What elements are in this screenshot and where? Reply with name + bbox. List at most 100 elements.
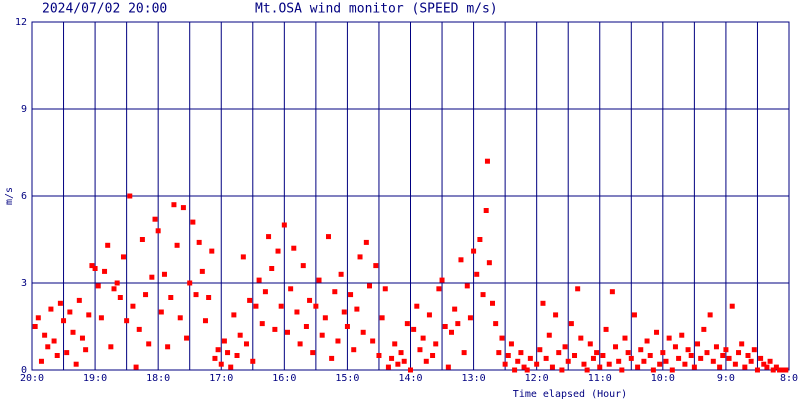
point [423, 358, 429, 364]
point [256, 277, 262, 283]
point [455, 321, 461, 327]
point [373, 263, 379, 269]
x-tick-label: 9:0 [717, 373, 735, 384]
point [171, 202, 177, 208]
point [534, 361, 540, 367]
y-tick-label: 3 [21, 278, 27, 289]
point [165, 344, 171, 350]
point [512, 367, 518, 373]
point [67, 309, 73, 315]
point [38, 358, 44, 364]
point [98, 315, 104, 321]
point [568, 321, 574, 327]
x-tick-label: 19:0 [83, 373, 107, 384]
point [505, 353, 511, 358]
point [307, 297, 313, 303]
point [83, 347, 89, 353]
point [269, 266, 275, 271]
point [704, 350, 710, 356]
point [540, 300, 546, 306]
x-tick-label: 18:0 [146, 373, 170, 384]
x-tick-label: 11:0 [588, 373, 612, 384]
point [124, 318, 130, 324]
point [663, 358, 669, 364]
point [484, 158, 490, 164]
y-tick-label: 12 [15, 17, 27, 28]
point [474, 271, 480, 277]
point [480, 292, 486, 298]
point [483, 208, 489, 213]
point [86, 312, 92, 318]
point [187, 280, 193, 286]
y-tick-label: 6 [21, 191, 27, 202]
point [439, 277, 445, 283]
point [247, 297, 253, 303]
point [303, 324, 309, 329]
point [284, 329, 290, 335]
point [635, 364, 641, 370]
x-tick-label: 8:0 [780, 373, 798, 384]
point [332, 289, 338, 295]
chart-subtitle: Mt.OSA wind monitor (SPEED m/s) [255, 2, 498, 17]
point [35, 315, 41, 321]
point [70, 329, 76, 335]
point [622, 335, 628, 341]
point [458, 257, 464, 263]
point [745, 353, 751, 358]
point [780, 367, 786, 373]
point [190, 219, 196, 225]
point [619, 367, 625, 373]
point [600, 353, 606, 358]
point [657, 361, 663, 367]
point [143, 292, 149, 298]
point [127, 193, 133, 199]
point [565, 358, 571, 364]
point [647, 353, 653, 358]
x-tick-label: 10:0 [651, 373, 675, 384]
point [613, 344, 619, 350]
point [449, 329, 455, 335]
point [376, 353, 382, 358]
point [761, 361, 767, 367]
x-tick-label: 17:0 [209, 373, 233, 384]
point [590, 355, 596, 361]
point [149, 274, 155, 280]
point [228, 364, 234, 370]
point [379, 315, 385, 321]
point [641, 358, 647, 364]
point [357, 254, 363, 260]
point [278, 303, 284, 309]
point [508, 341, 514, 347]
point [209, 248, 215, 254]
point [436, 286, 442, 292]
point [231, 312, 237, 318]
point [108, 344, 114, 350]
point [490, 300, 496, 306]
x-tick-label: 16:0 [272, 373, 296, 384]
point [767, 358, 773, 364]
point [496, 350, 502, 356]
x-axis-label: Time elapsed (Hour) [513, 389, 627, 400]
point [89, 263, 95, 269]
point [146, 341, 152, 347]
point [316, 277, 322, 283]
point [291, 245, 297, 251]
point [660, 350, 666, 356]
point [152, 216, 158, 222]
point [553, 312, 559, 318]
point [300, 263, 306, 269]
point [294, 309, 300, 315]
x-tick-label: 15:0 [335, 373, 359, 384]
point [688, 353, 694, 358]
point [338, 271, 344, 277]
x-tick-label: 14:0 [398, 373, 422, 384]
point [105, 242, 111, 248]
point [726, 355, 732, 361]
point [777, 367, 783, 373]
point [395, 361, 401, 367]
point [559, 367, 565, 373]
point [325, 234, 331, 240]
point [691, 364, 697, 370]
point [288, 286, 294, 292]
